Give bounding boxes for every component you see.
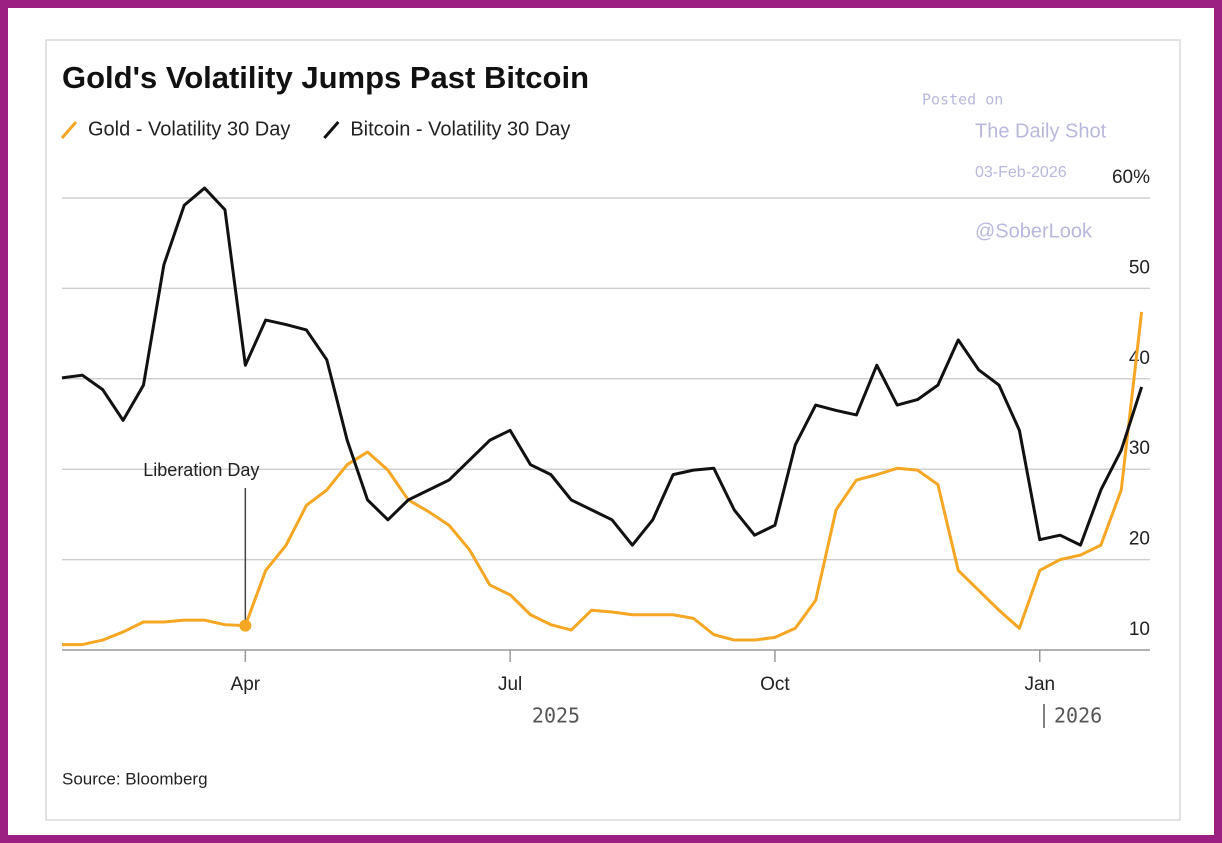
annotation-label: Liberation Day [143, 460, 259, 480]
year-label: 2025 [532, 704, 580, 728]
legend-swatch [60, 121, 78, 139]
legend-label: Gold - Volatility 30 Day [88, 118, 290, 140]
watermark: 03-Feb-2026 [975, 164, 1067, 181]
chart-title: Gold's Volatility Jumps Past Bitcoin [62, 60, 589, 95]
legend-label: Bitcoin - Volatility 30 Day [350, 118, 570, 140]
legend-swatch [323, 121, 340, 139]
year-label: 2026 [1054, 704, 1102, 728]
x-tick-label: Apr [231, 674, 261, 695]
y-tick-label: 10 [1129, 619, 1150, 640]
watermark: The Daily Shot [975, 120, 1107, 142]
card [45, 39, 1181, 821]
x-tick-label: Oct [760, 674, 790, 695]
y-tick-label: 30 [1129, 438, 1150, 459]
watermark: Posted on [922, 91, 1003, 109]
source: Source: Bloomberg [62, 769, 208, 788]
y-tick-label: 20 [1129, 529, 1150, 550]
annotation-dot [239, 619, 252, 632]
watermark: @SoberLook [975, 220, 1093, 242]
x-tick-label: Jan [1024, 674, 1055, 695]
x-tick-label: Jul [498, 674, 522, 695]
series-line [61, 186, 1144, 547]
y-tick-label: 40 [1129, 348, 1150, 369]
y-tick-label: 50 [1129, 257, 1150, 278]
y-tick-label: 60% [1112, 167, 1150, 188]
